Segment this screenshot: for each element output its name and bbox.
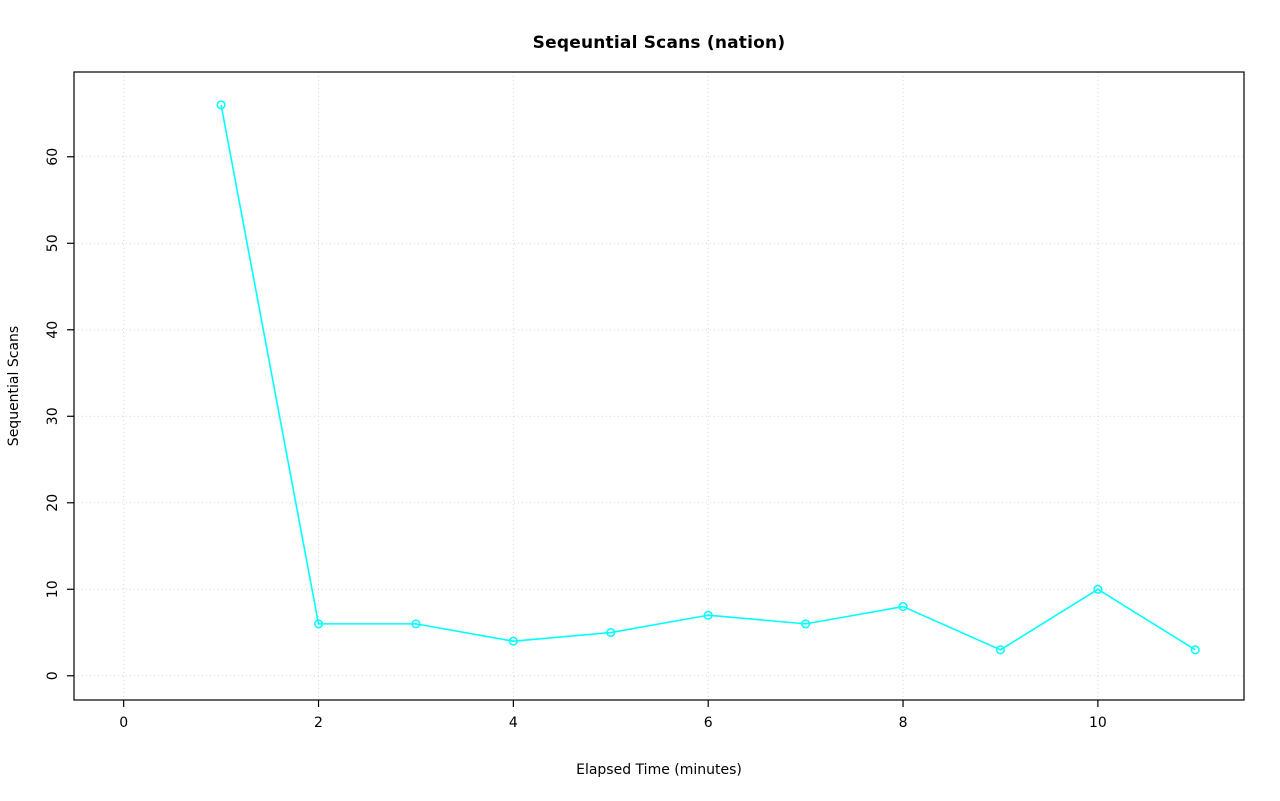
x-tick-label: 6	[704, 715, 713, 731]
data-point	[606, 627, 616, 638]
y-axis-label: Sequential Scans	[6, 325, 22, 447]
y-tick-label: 60	[45, 148, 61, 166]
x-tick-label: 10	[1089, 715, 1107, 731]
x-tick-label: 8	[899, 715, 908, 731]
x-tick-label: 2	[314, 715, 323, 731]
x-tick-label: 4	[509, 715, 518, 731]
x-tick-label: 0	[119, 715, 128, 731]
y-tick-label: 0	[45, 671, 61, 680]
data-line	[220, 104, 1196, 651]
data-point	[1190, 645, 1200, 655]
y-tick-label: 50	[45, 234, 61, 252]
data-point	[313, 619, 324, 629]
y-tick-label: 10	[45, 580, 61, 598]
x-axis-label: Elapsed Time (minutes)	[576, 762, 742, 778]
data-point	[1093, 584, 1103, 594]
data-point	[995, 645, 1006, 655]
data-point	[508, 636, 518, 646]
y-tick-label: 40	[45, 321, 61, 339]
plot-border	[73, 71, 1245, 701]
data-point	[898, 602, 908, 612]
data-point	[703, 610, 713, 620]
y-tick-label: 30	[45, 407, 61, 425]
y-tick-label: 20	[45, 494, 61, 512]
data-point	[216, 100, 226, 110]
data-point	[411, 619, 421, 629]
data-point	[801, 619, 811, 629]
chart-title: Seqeuntial Scans (nation)	[532, 33, 786, 53]
